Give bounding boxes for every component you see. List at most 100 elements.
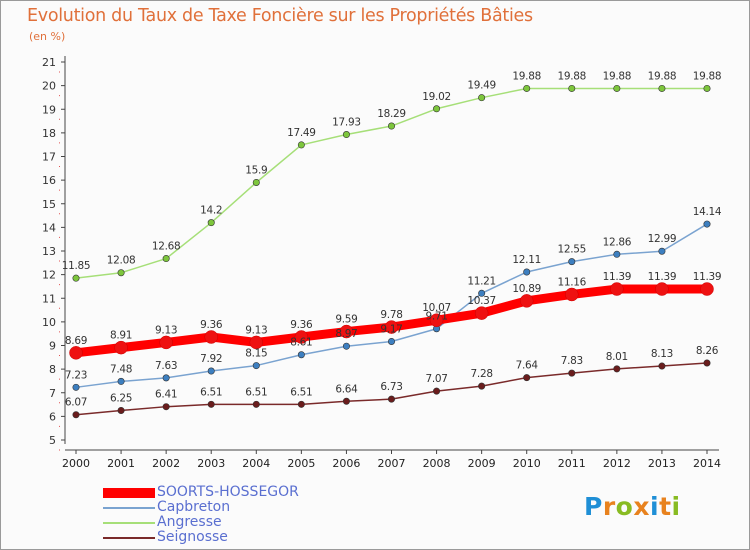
y-axis-unit-label: (en %) bbox=[29, 30, 66, 43]
data-point-capbreton bbox=[568, 258, 576, 266]
data-point-soorts-hossegor bbox=[339, 324, 354, 339]
data-label-seignosse: 6.51 bbox=[290, 386, 312, 398]
data-point-capbreton bbox=[342, 342, 350, 350]
data-point-capbreton bbox=[207, 367, 215, 375]
data-label-seignosse: 7.07 bbox=[425, 373, 447, 385]
x-tick-label: 2010 bbox=[513, 457, 541, 470]
x-tick-label: 2007 bbox=[378, 457, 406, 470]
data-label-seignosse: 6.73 bbox=[380, 381, 402, 393]
data-label-angresse: 17.93 bbox=[332, 117, 361, 129]
legend-label-seignosse: Seignosse bbox=[157, 529, 228, 545]
y-tick-label: 17 bbox=[42, 151, 56, 164]
data-point-soorts-hossegor bbox=[114, 340, 128, 355]
data-point-angresse bbox=[613, 84, 621, 92]
data-label-angresse: 14.2 bbox=[200, 205, 222, 217]
y-tick-label: 9 bbox=[49, 340, 56, 353]
data-label-capbreton: 7.48 bbox=[110, 363, 132, 375]
data-point-seignosse bbox=[297, 400, 305, 408]
data-point-seignosse bbox=[703, 359, 711, 367]
x-tick-label: 2014 bbox=[693, 457, 721, 470]
data-label-soorts-hossegor: 11.39 bbox=[693, 271, 722, 283]
logo-letter: x bbox=[633, 492, 650, 521]
data-label-capbreton: 8.97 bbox=[335, 328, 357, 340]
logo-letter: r bbox=[602, 492, 616, 521]
logo-letter: t bbox=[659, 492, 672, 521]
data-label-seignosse: 6.51 bbox=[245, 386, 267, 398]
data-label-angresse: 15.9 bbox=[245, 164, 267, 176]
x-tick-label: 2012 bbox=[603, 457, 631, 470]
x-tick-label: 2008 bbox=[423, 457, 451, 470]
data-point-capbreton bbox=[72, 383, 80, 391]
x-tick-label: 2009 bbox=[468, 457, 496, 470]
data-point-seignosse bbox=[523, 374, 531, 382]
y-tick-label: 11 bbox=[42, 292, 56, 305]
data-point-seignosse bbox=[207, 400, 215, 408]
data-point-capbreton bbox=[658, 247, 666, 255]
data-label-soorts-hossegor: 8.91 bbox=[110, 330, 132, 342]
y-tick-label: 12 bbox=[42, 269, 56, 282]
data-point-angresse bbox=[297, 141, 305, 149]
data-point-capbreton bbox=[613, 250, 621, 258]
data-label-angresse: 19.49 bbox=[467, 80, 496, 92]
y-tick-label: 13 bbox=[42, 245, 56, 258]
data-label-angresse: 19.88 bbox=[558, 70, 587, 82]
y-tick-label: 6 bbox=[49, 410, 56, 423]
data-point-seignosse bbox=[478, 382, 486, 390]
data-label-capbreton: 8.61 bbox=[290, 337, 312, 349]
y-tick-label: 19 bbox=[42, 103, 56, 116]
data-point-soorts-hossegor bbox=[519, 294, 534, 308]
data-point-angresse bbox=[568, 84, 576, 92]
data-point-soorts-hossegor bbox=[69, 346, 83, 360]
legend-swatch-capbreton bbox=[103, 507, 155, 509]
data-label-soorts-hossegor: 9.59 bbox=[335, 314, 357, 326]
data-point-seignosse bbox=[342, 397, 350, 405]
data-point-seignosse bbox=[433, 387, 441, 395]
y-tick-label: 7 bbox=[49, 387, 56, 400]
data-label-seignosse: 6.41 bbox=[155, 389, 177, 401]
data-label-capbreton: 8.15 bbox=[245, 348, 267, 360]
data-label-soorts-hossegor: 11.39 bbox=[648, 271, 677, 283]
data-label-angresse: 19.88 bbox=[603, 70, 632, 82]
data-label-soorts-hossegor: 9.36 bbox=[200, 319, 223, 331]
data-label-capbreton: 7.63 bbox=[155, 360, 177, 372]
data-label-capbreton: 14.14 bbox=[693, 206, 722, 218]
data-point-angresse bbox=[387, 122, 395, 130]
x-tick-label: 2001 bbox=[107, 457, 135, 470]
data-point-soorts-hossegor bbox=[429, 313, 444, 327]
data-label-soorts-hossegor: 9.13 bbox=[245, 324, 267, 336]
chart-title: Evolution du Taux de Taxe Foncière sur l… bbox=[27, 6, 533, 26]
data-label-seignosse: 6.07 bbox=[65, 397, 87, 409]
data-point-seignosse bbox=[162, 403, 170, 411]
y-tick-label: 8 bbox=[49, 363, 56, 376]
data-label-seignosse: 7.28 bbox=[471, 368, 493, 380]
data-point-angresse bbox=[342, 131, 350, 139]
data-point-capbreton bbox=[523, 268, 531, 276]
data-label-capbreton: 12.11 bbox=[512, 254, 541, 266]
data-point-soorts-hossegor bbox=[700, 282, 714, 296]
data-point-angresse bbox=[162, 255, 170, 263]
x-tick-label: 2013 bbox=[648, 457, 676, 470]
logo-letter: i bbox=[650, 492, 660, 521]
logo-letter: i bbox=[671, 492, 681, 521]
data-label-capbreton: 11.21 bbox=[467, 275, 496, 287]
data-label-soorts-hossegor: 9.13 bbox=[155, 324, 177, 336]
data-point-angresse bbox=[523, 84, 531, 92]
data-label-seignosse: 7.64 bbox=[516, 360, 539, 372]
data-point-angresse bbox=[72, 274, 80, 282]
data-point-soorts-hossegor bbox=[384, 320, 399, 334]
data-label-seignosse: 6.64 bbox=[335, 383, 358, 395]
y-tick-label: 5 bbox=[49, 434, 56, 447]
x-tick-label: 2006 bbox=[332, 457, 360, 470]
x-tick-label: 2011 bbox=[558, 457, 586, 470]
data-label-capbreton: 9.17 bbox=[380, 323, 402, 335]
data-label-capbreton: 12.86 bbox=[603, 236, 632, 248]
logo-letter: P bbox=[584, 492, 603, 521]
data-label-soorts-hossegor: 11.39 bbox=[603, 271, 632, 283]
x-tick-label: 2002 bbox=[152, 457, 180, 470]
data-label-soorts-hossegor: 9.78 bbox=[380, 309, 402, 321]
data-label-capbreton: 7.23 bbox=[65, 369, 87, 381]
data-point-angresse bbox=[478, 94, 486, 102]
data-label-soorts-hossegor: 11.16 bbox=[558, 276, 587, 288]
data-point-soorts-hossegor bbox=[159, 335, 173, 350]
data-point-capbreton bbox=[297, 351, 305, 359]
